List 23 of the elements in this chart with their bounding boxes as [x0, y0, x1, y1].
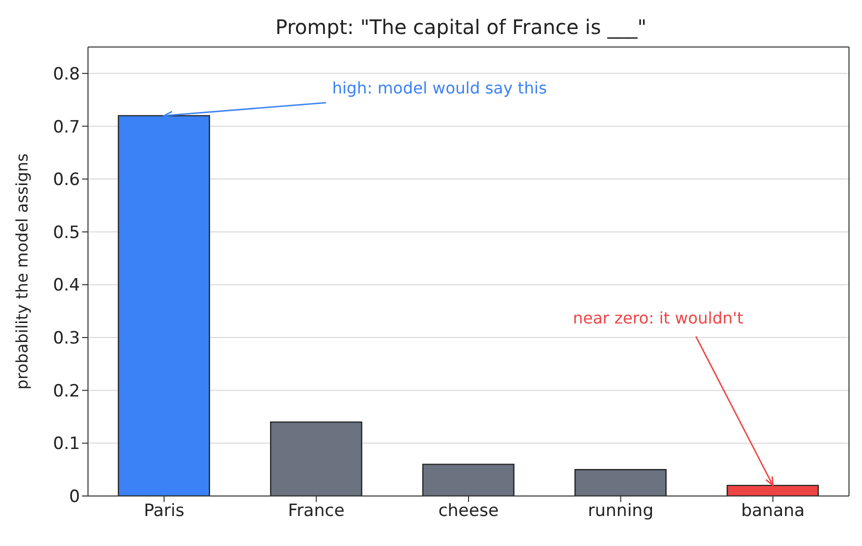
bar: [726, 484, 819, 496]
annotation: near zero: it wouldn't: [572, 308, 744, 328]
bar: [422, 464, 514, 496]
x-tick-label: France: [288, 501, 345, 522]
y-tick-label: 0.4: [52, 276, 80, 296]
y-tick-label: 0.7: [52, 117, 80, 138]
y-tick-label: 0.2: [52, 381, 80, 402]
annotation: high: model would say this: [332, 78, 547, 98]
y-tick-label: 0: [69, 487, 80, 508]
y-tick-label: 0.8: [52, 64, 80, 84]
bar: [270, 421, 362, 496]
y-tick-label: 0.1: [52, 434, 80, 454]
chart-title: Prompt: "The capital of France is ___": [274, 14, 648, 41]
x-tick-label: Paris: [144, 501, 184, 522]
x-tick-label: cheese: [438, 501, 499, 522]
y-tick-label: 0.5: [52, 222, 80, 243]
y-axis-title: probability the model assigns: [12, 153, 32, 390]
x-tick-label: running: [588, 501, 654, 522]
y-tick-label: 0.3: [52, 328, 80, 349]
bar: [118, 115, 210, 496]
y-tick-label: 0.6: [52, 170, 80, 190]
bar: [574, 468, 667, 496]
x-tick-label: banana: [741, 501, 805, 522]
